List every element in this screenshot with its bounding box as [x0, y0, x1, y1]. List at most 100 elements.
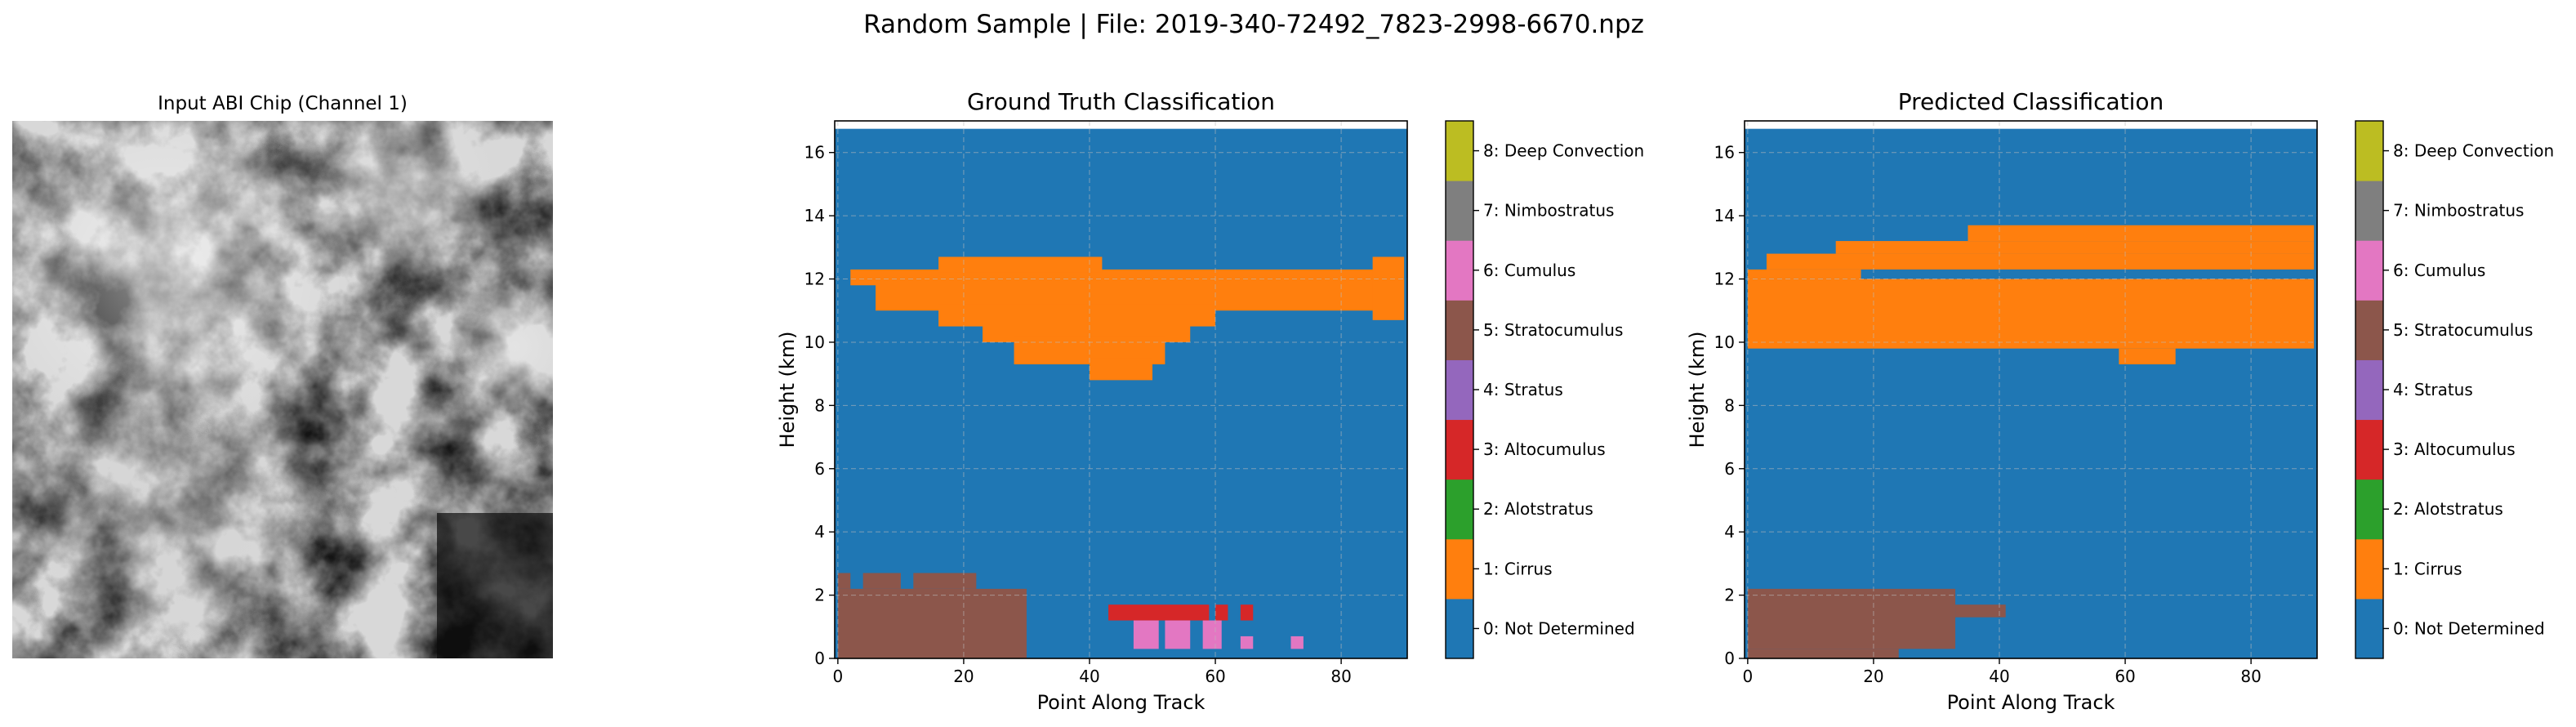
colorbar-label: 7: Nimbostratus — [2393, 201, 2524, 221]
axes-frame — [1744, 120, 2318, 659]
x-tick-label: 80 — [1330, 667, 1351, 686]
heatmap-cell — [1747, 588, 1956, 649]
x-tick-label: 20 — [953, 667, 974, 686]
colorbar-label: 2: Alotstratus — [1483, 499, 1593, 519]
heatmap-cell — [1290, 636, 1304, 649]
x-axis-label: Point Along Track — [1947, 691, 2115, 714]
figure-suptitle: Random Sample | File: 2019-340-72492_782… — [863, 10, 1644, 39]
heatmap-cell — [837, 573, 851, 589]
panel-title: Ground Truth Classification — [967, 88, 1275, 115]
heatmap-cell — [1240, 636, 1254, 649]
y-axis-label: Height (km) — [776, 332, 799, 448]
colorbar-swatch — [1446, 419, 1473, 480]
x-tick-label: 0 — [1742, 667, 1753, 686]
colorbar-swatch — [2355, 240, 2383, 301]
colorbar-swatch — [2355, 538, 2383, 600]
heatmap-cell — [1955, 604, 2006, 618]
heatmap-cell — [2119, 348, 2176, 365]
colorbar-swatch — [1446, 300, 1473, 360]
panel-title: Predicted Classification — [1898, 88, 2164, 115]
y-tick-label: 14 — [804, 206, 825, 225]
y-tick-label: 2 — [1724, 586, 1735, 605]
colorbar-label: 0: Not Determined — [1483, 618, 1635, 638]
x-tick-label: 60 — [1205, 667, 1225, 686]
colorbar-frame — [1445, 120, 1474, 659]
x-tick-label: 40 — [1079, 667, 1099, 686]
y-tick-label: 12 — [804, 270, 825, 289]
colorbar-label: 4: Stratus — [1483, 380, 1563, 399]
colorbar-label: 4: Stratus — [2393, 380, 2473, 399]
y-tick-label: 10 — [804, 332, 825, 352]
heatmap-cell — [1968, 225, 2315, 242]
panel-predicted: 0 20 40 60 80 0 2 4 6 8 10 12 14 16 Predicted Classifi… — [1686, 88, 2554, 714]
colorbar-label: 6: Cumulus — [1483, 261, 1575, 280]
heatmap-cell — [1747, 279, 2315, 349]
colorbar-swatch — [1446, 181, 1473, 241]
y-tick-label: 6 — [814, 459, 825, 479]
colorbar-swatch — [1446, 121, 1473, 181]
heatmap-cell — [837, 588, 1027, 658]
heatmap-cell — [1202, 620, 1222, 649]
colorbar-swatch — [1446, 479, 1473, 540]
colorbar-label: 3: Altocumulus — [1483, 439, 1606, 459]
y-axis-label: Height (km) — [1686, 332, 1709, 448]
y-tick-label: 2 — [814, 586, 825, 605]
x-tick-label: 0 — [832, 667, 843, 686]
heatmap-background — [1745, 128, 2317, 659]
axes-frame — [834, 120, 1408, 659]
heatmap-cell — [1372, 256, 1405, 320]
colorbar-swatch — [1446, 538, 1473, 600]
colorbar-label: 7: Nimbostratus — [1483, 201, 1614, 221]
heatmap-cell — [1240, 604, 1254, 621]
y-tick-label: 6 — [1724, 459, 1735, 479]
abi-chip-image — [12, 121, 553, 658]
y-tick-label: 4 — [814, 522, 825, 542]
heatmap-cell — [1215, 604, 1228, 621]
colorbar: 0: Not Determined 1: Cirrus 2: Alotstratus… — [1445, 120, 1644, 659]
heatmap-cell — [1766, 253, 2315, 270]
colorbar-swatch — [2355, 359, 2383, 421]
colorbar-swatch — [2355, 419, 2383, 480]
heatmap-background — [835, 128, 1407, 659]
heatmap-cell — [1747, 649, 1899, 658]
colorbar-label: 6: Cumulus — [2393, 261, 2485, 280]
colorbar-swatch — [2355, 598, 2383, 659]
x-tick-label: 60 — [2115, 667, 2135, 686]
colorbar-swatch — [2355, 121, 2383, 181]
colorbar-swatch — [1446, 240, 1473, 301]
colorbar-swatch — [2355, 479, 2383, 540]
colorbar-swatch — [2355, 181, 2383, 241]
y-tick-label: 8 — [1724, 395, 1735, 415]
chip-title: Input ABI Chip (Channel 1) — [158, 93, 408, 114]
heatmap-cell — [1747, 269, 1861, 279]
heatmap-cell — [1165, 620, 1191, 649]
heatmap-cell — [862, 573, 901, 589]
colorbar-frame — [2355, 120, 2384, 659]
y-tick-label: 0 — [1724, 649, 1735, 668]
colorbar-label: 5: Stratocumulus — [1483, 320, 1623, 340]
colorbar-label: 1: Cirrus — [1483, 559, 1553, 578]
x-tick-label: 40 — [1989, 667, 2009, 686]
colorbar-label: 8: Deep Convection — [2393, 141, 2554, 161]
colorbar-label: 3: Altocumulus — [2393, 439, 2516, 459]
colorbar-swatch — [1446, 598, 1473, 659]
colorbar-label: 8: Deep Convection — [1483, 141, 1644, 161]
y-tick-label: 10 — [1714, 332, 1735, 352]
colorbar-label: 1: Cirrus — [2393, 559, 2462, 578]
x-axis-label: Point Along Track — [1037, 691, 1206, 714]
y-tick-label: 4 — [1724, 522, 1735, 542]
colorbar-label: 2: Alotstratus — [2393, 499, 2503, 519]
colorbar: 0: Not Determined 1: Cirrus 2: Alotstratus… — [2355, 120, 2554, 659]
heatmap-cell — [1835, 241, 2315, 254]
heatmap-cell — [1133, 620, 1159, 649]
colorbar-swatch — [1446, 359, 1473, 421]
heatmap-cell — [938, 256, 1103, 273]
heatmap-cell — [1108, 604, 1210, 621]
colorbar-label: 0: Not Determined — [2393, 618, 2545, 638]
heatmap-cell — [1089, 358, 1153, 381]
colorbar-label: 5: Stratocumulus — [2393, 320, 2533, 340]
x-tick-label: 20 — [1863, 667, 1883, 686]
y-tick-label: 14 — [1714, 206, 1735, 225]
panel-ground-truth: 0 20 40 60 80 0 2 4 6 8 10 12 14 16 Ground Truth Class… — [776, 88, 1644, 714]
